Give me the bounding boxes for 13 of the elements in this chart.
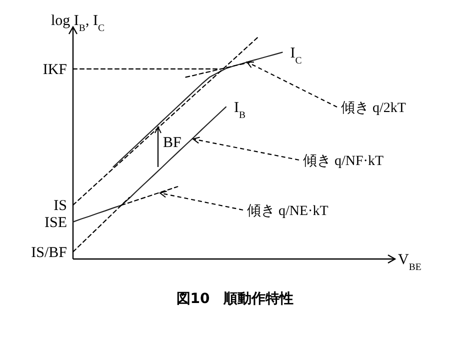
text: 図10 順動作特性: [176, 291, 294, 307]
text: IS: [54, 198, 67, 214]
series-label: I$_{B}$: [234, 100, 246, 120]
series-label: I$_{C}$: [290, 45, 302, 66]
text: ISE: [44, 215, 67, 231]
text: 傾き q/NF·kT: [303, 153, 384, 169]
text: V$_{BE}$: [398, 252, 422, 272]
y-axis-title: log I$_{B}$, I$_{C}$: [51, 13, 104, 34]
annotation: BF: [163, 135, 182, 151]
text: IS/BF: [31, 245, 67, 261]
annotation: 傾き q/NE·kT: [247, 203, 329, 219]
text: 傾き q/2kT: [341, 100, 406, 116]
text: IKF: [42, 62, 67, 78]
